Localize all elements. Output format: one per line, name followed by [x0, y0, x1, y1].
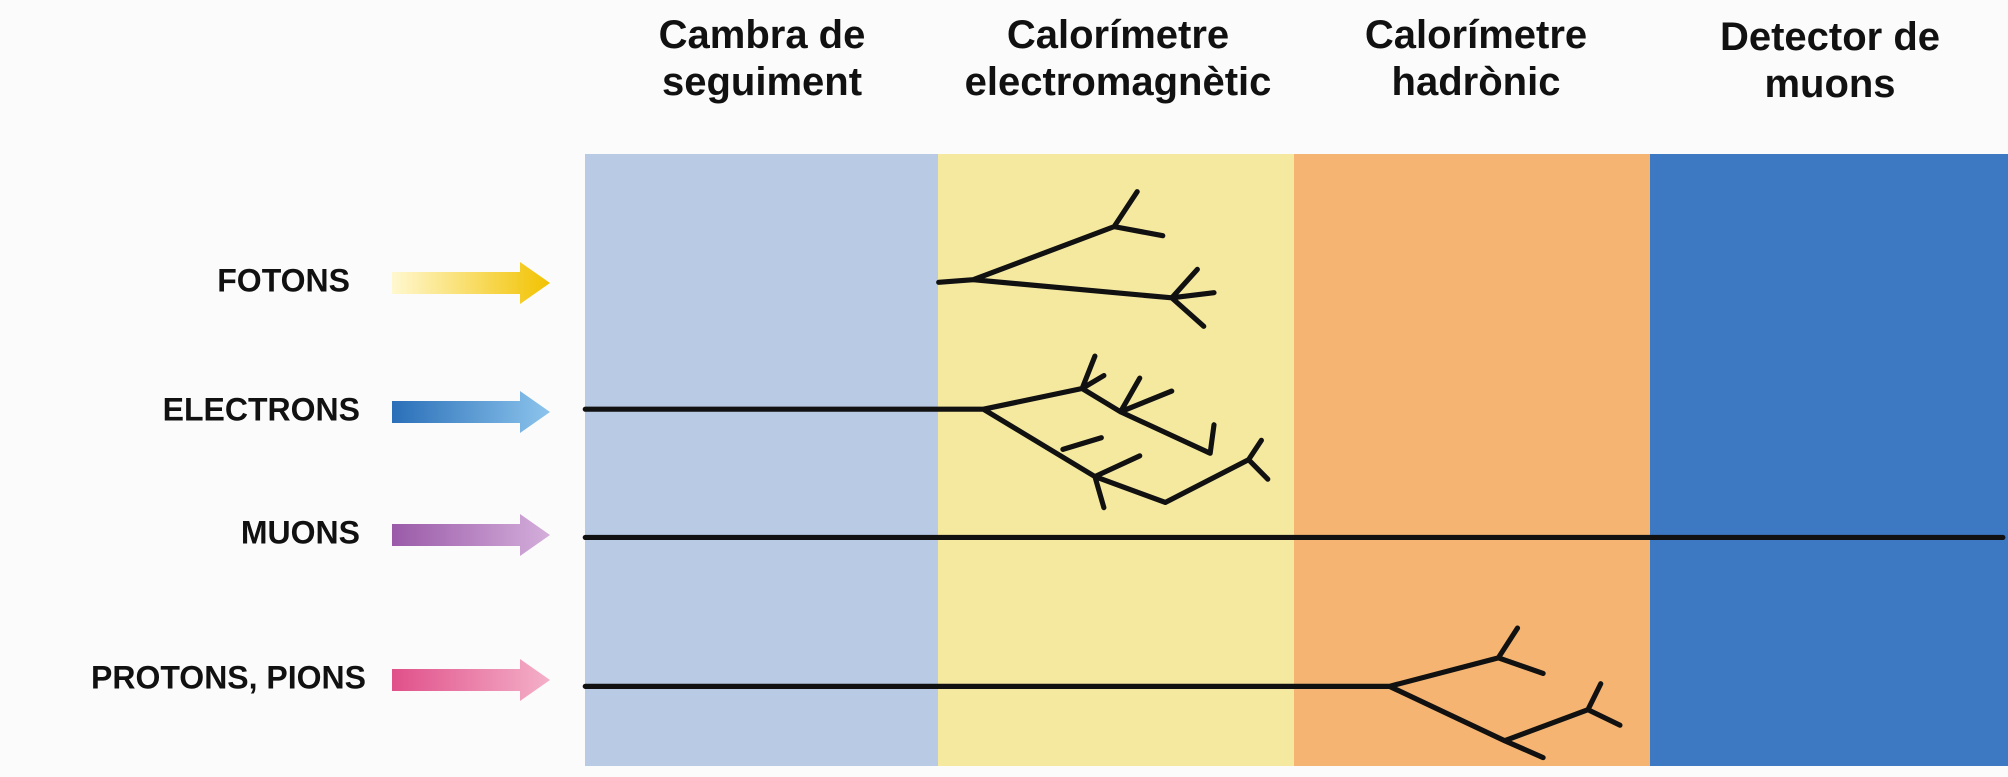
hadron-track — [582, 625, 1623, 761]
particle-labels: FOTONS ELECTRONS MUONS PROTONS, PIONS — [91, 262, 366, 695]
arrow — [392, 659, 550, 701]
particle-label: MUONS — [241, 514, 360, 550]
particle-label: ELECTRONS — [163, 391, 360, 427]
muon-detector-layer — [1650, 154, 2008, 766]
tracks — [582, 189, 2006, 761]
tracker-layer — [585, 154, 938, 766]
column-header: Calorímetre hadrònic — [1365, 13, 1587, 104]
column-header: Cambra de seguiment — [659, 13, 866, 104]
particle-label: PROTONS, PIONS — [91, 659, 366, 695]
arrow — [392, 391, 550, 433]
photon-shower — [936, 189, 1217, 329]
em-calorimeter-layer — [938, 154, 1294, 766]
column-header: Calorímetre electromagnètic — [965, 13, 1272, 104]
hadron-calorimeter-layer — [1294, 154, 1650, 766]
particle-label: FOTONS — [217, 262, 350, 298]
electron-track — [582, 353, 1271, 511]
arrow — [392, 514, 550, 556]
arrow — [392, 262, 550, 304]
column-header: Detector de muons — [1720, 15, 1940, 106]
particle-arrows — [392, 262, 550, 701]
column-headers: Cambra de seguiment Calorímetre electromag… — [659, 13, 1940, 106]
detector-layers — [585, 154, 2008, 766]
